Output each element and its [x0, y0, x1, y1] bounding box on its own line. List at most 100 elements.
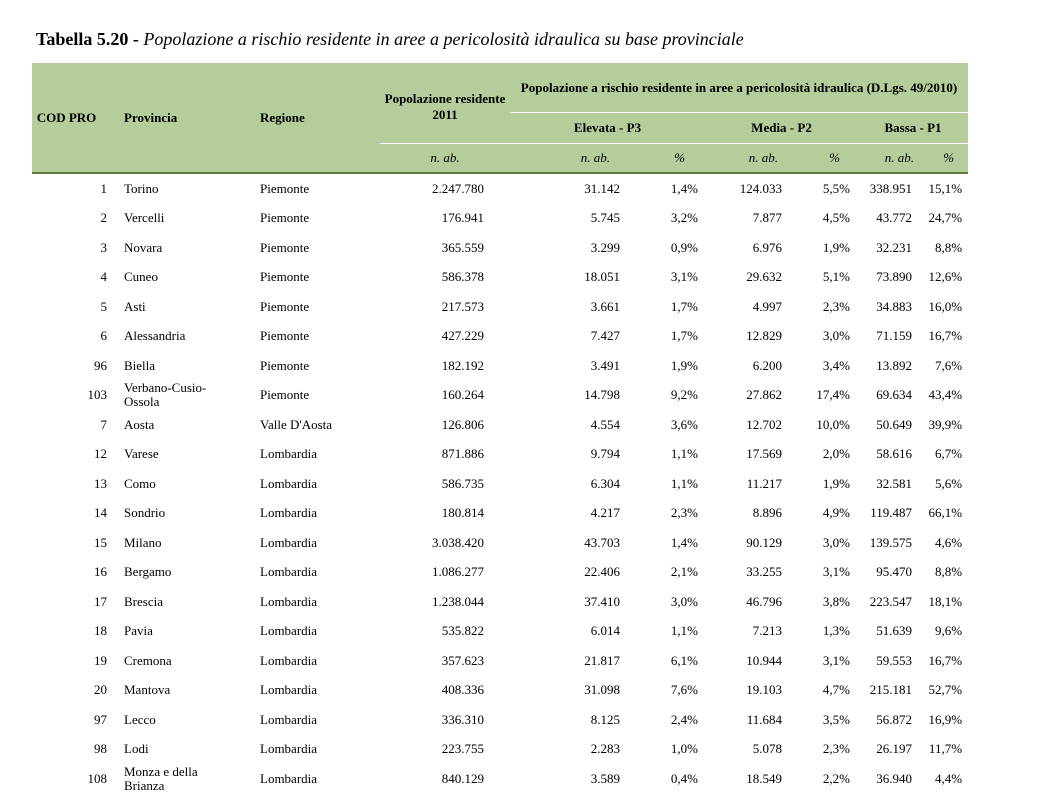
cell-p2-pct: 5,1% — [822, 269, 850, 285]
cell-p2-ab: 12.829 — [746, 328, 782, 344]
header-p3: Elevata - P3 — [510, 112, 705, 144]
cell-p2-ab: 27.862 — [746, 387, 782, 403]
cell-p1-ab: 139.575 — [869, 534, 912, 550]
cell-popolazione: 223.755 — [441, 741, 484, 757]
cell-p2-pct: 1,9% — [822, 475, 850, 491]
data-table: COD PRO Provincia Regione Popolazione re… — [32, 63, 969, 794]
cell-cod: 3 — [100, 239, 108, 255]
cell-p1-pct: 43,4% — [928, 387, 963, 403]
cell-p3-ab: 3.589 — [590, 770, 620, 786]
cell-p3-ab: 6.304 — [590, 475, 620, 491]
cell-p1-pct: 16,7% — [928, 652, 963, 668]
header-regione: Regione — [255, 63, 380, 174]
cell-provincia: Varese — [124, 446, 159, 462]
cell-p2-ab: 6.200 — [752, 357, 782, 373]
table-row: 5 Asti Piemonte 217.573 3.661 1,7% 4.997 2,3% 34… — [32, 292, 968, 322]
header-provincia: Provincia — [115, 63, 255, 174]
cell-provincia: Sondrio — [124, 505, 166, 521]
cell-regione: Piemonte — [260, 210, 310, 226]
cell-p1-pct: 16,0% — [928, 298, 963, 314]
cell-p1-ab: 95.470 — [876, 564, 912, 580]
cell-p3-pct: 2,3% — [670, 505, 698, 521]
header-rischio: Popolazione a rischio residente in aree … — [510, 63, 969, 113]
cell-popolazione: 1.086.277 — [432, 564, 484, 580]
cell-popolazione: 2.247.780 — [432, 180, 484, 196]
cell-cod: 19 — [94, 652, 107, 668]
cell-p1-ab: 34.883 — [876, 298, 912, 314]
cell-p1-ab: 32.581 — [876, 475, 912, 491]
unit-header: % — [790, 143, 858, 174]
cell-p1-ab: 69.634 — [876, 387, 912, 403]
cell-p3-ab: 5.745 — [590, 210, 620, 226]
cell-p3-ab: 7.427 — [590, 328, 620, 344]
table-row: 16 Bergamo Lombardia 1.086.277 22.406 2,1% 33.… — [32, 558, 968, 588]
cell-p3-pct: 2,1% — [670, 564, 698, 580]
title-text: Popolazione a rischio residente in aree … — [143, 29, 744, 49]
cell-popolazione: 871.886 — [441, 446, 484, 462]
cell-p1-pct: 5,6% — [934, 475, 963, 491]
cell-cod: 15 — [94, 534, 107, 550]
cell-p1-ab: 56.872 — [876, 711, 912, 727]
cell-p2-pct: 4,5% — [822, 210, 850, 226]
cell-popolazione: 182.192 — [441, 357, 484, 373]
cell-p2-pct: 2,0% — [822, 446, 850, 462]
cell-p3-ab: 43.703 — [584, 534, 620, 550]
cell-popolazione: 365.559 — [441, 239, 484, 255]
cell-popolazione: 336.310 — [441, 711, 484, 727]
cell-cod: 1 — [100, 180, 108, 196]
cell-regione: Piemonte — [260, 387, 310, 403]
cell-provincia: Verbano-Cusio-Ossola — [124, 380, 207, 410]
header-popolazione: Popolazione residente 2011 — [380, 63, 510, 144]
cell-p1-ab: 71.159 — [876, 328, 912, 344]
cell-p2-pct: 5,5% — [822, 180, 850, 196]
cell-regione: Lombardia — [260, 711, 318, 727]
cell-regione: Valle D'Aosta — [260, 416, 333, 432]
cell-p1-ab: 51.639 — [876, 623, 912, 639]
cell-p2-pct: 1,9% — [822, 239, 850, 255]
cell-p1-ab: 50.649 — [876, 416, 912, 432]
cell-cod: 96 — [94, 357, 107, 373]
cell-provincia: Alessandria — [124, 328, 186, 344]
cell-p2-ab: 11.684 — [746, 711, 782, 727]
cell-p3-ab: 3.299 — [590, 239, 620, 255]
cell-p3-pct: 3,1% — [670, 269, 698, 285]
cell-regione: Lombardia — [260, 623, 318, 639]
cell-popolazione: 408.336 — [441, 682, 484, 698]
cell-p2-ab: 6.976 — [752, 239, 782, 255]
cell-p3-pct: 1,4% — [670, 180, 698, 196]
table-row: 98 Lodi Lombardia 223.755 2.283 1,0% 5.078 2,3%… — [32, 735, 968, 765]
cell-popolazione: 1.238.044 — [432, 593, 484, 609]
table-row: 7 Aosta Valle D'Aosta 126.806 4.554 3,6% 12.70… — [32, 410, 968, 440]
cell-cod: 6 — [100, 328, 108, 344]
cell-p3-pct: 1,7% — [670, 298, 698, 314]
cell-cod: 4 — [100, 269, 108, 285]
cell-provincia: Milano — [124, 534, 162, 550]
cell-p1-ab: 43.772 — [876, 210, 912, 226]
cell-cod: 17 — [94, 593, 107, 609]
cell-p2-pct: 17,4% — [816, 387, 850, 403]
unit-header: % — [630, 143, 705, 174]
cell-p3-pct: 3,0% — [670, 593, 698, 609]
header-p1: Bassa - P1 — [858, 112, 969, 144]
cell-popolazione: 176.941 — [441, 210, 484, 226]
table-row: 12 Varese Lombardia 871.886 9.794 1,1% 17.569 2… — [32, 440, 968, 470]
cell-p1-pct: 6,7% — [934, 446, 963, 462]
table-row: 20 Mantova Lombardia 408.336 31.098 7,6% 19.10… — [32, 676, 968, 706]
cell-popolazione: 217.573 — [441, 298, 484, 314]
cell-regione: Lombardia — [260, 505, 318, 521]
cell-cod: 103 — [87, 387, 108, 403]
cell-regione: Lombardia — [260, 682, 318, 698]
cell-popolazione: 180.814 — [441, 505, 484, 521]
cell-p2-ab: 29.632 — [746, 269, 782, 285]
cell-p2-ab: 46.796 — [746, 593, 782, 609]
cell-p1-pct: 16,7% — [928, 328, 963, 344]
cell-provincia: Lodi — [124, 741, 149, 757]
cell-p1-ab: 73.890 — [876, 269, 912, 285]
cell-popolazione: 160.264 — [441, 387, 484, 403]
cell-regione: Piemonte — [260, 357, 310, 373]
cell-regione: Piemonte — [260, 180, 310, 196]
cell-p2-ab: 12.702 — [746, 416, 782, 432]
cell-regione: Piemonte — [260, 269, 310, 285]
cell-p1-pct: 52,7% — [928, 682, 963, 698]
